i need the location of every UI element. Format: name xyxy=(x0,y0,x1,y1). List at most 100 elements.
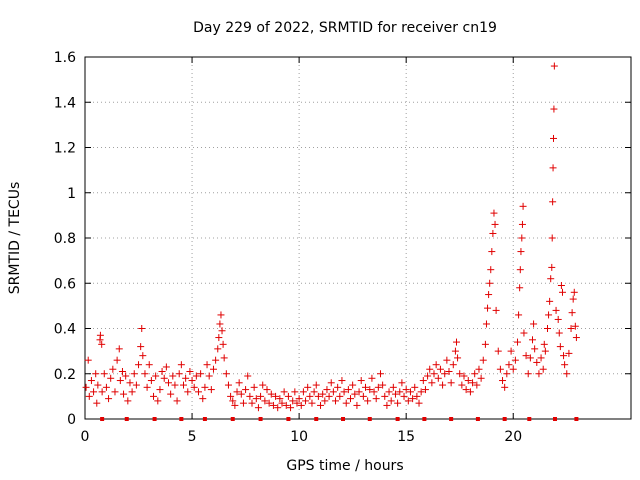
data-point xyxy=(509,365,517,373)
data-point xyxy=(389,383,397,391)
data-point xyxy=(220,354,228,362)
data-point xyxy=(535,370,543,378)
data-point xyxy=(137,343,145,351)
data-point xyxy=(441,370,449,378)
data-point xyxy=(505,361,513,369)
data-point xyxy=(192,372,200,380)
gap-marker xyxy=(314,417,319,421)
data-point xyxy=(291,388,299,396)
data-point xyxy=(323,386,331,394)
data-point xyxy=(287,404,295,412)
data-point xyxy=(479,356,487,364)
data-point xyxy=(207,386,215,394)
data-point xyxy=(217,311,225,319)
data-point xyxy=(488,248,496,256)
data-point xyxy=(82,383,90,391)
data-point xyxy=(329,388,337,396)
data-point xyxy=(272,392,280,400)
data-point xyxy=(327,379,335,387)
data-point xyxy=(325,392,333,400)
data-point xyxy=(421,386,429,394)
data-point xyxy=(424,372,432,380)
data-point xyxy=(177,361,185,369)
data-point xyxy=(100,370,108,378)
data-point xyxy=(531,345,539,353)
data-point xyxy=(419,377,427,385)
data-point xyxy=(342,399,350,407)
data-point xyxy=(353,401,361,409)
data-point xyxy=(306,392,314,400)
data-point xyxy=(190,383,198,391)
x-tick-label: 10 xyxy=(290,429,308,445)
data-point xyxy=(529,336,537,344)
data-point xyxy=(227,392,235,400)
data-point xyxy=(490,209,498,217)
data-point xyxy=(383,401,391,409)
plot-frame xyxy=(84,56,632,420)
data-point xyxy=(261,397,269,405)
data-point xyxy=(430,370,438,378)
data-point xyxy=(269,401,277,409)
data-point xyxy=(489,229,497,237)
data-point xyxy=(482,320,490,328)
data-point xyxy=(302,397,310,405)
data-point xyxy=(543,325,551,332)
data-point xyxy=(293,399,301,407)
data-point xyxy=(514,338,522,346)
data-point xyxy=(545,311,553,319)
data-point xyxy=(404,397,412,405)
data-point xyxy=(235,379,243,387)
x-tick-label: 5 xyxy=(188,429,197,445)
data-point xyxy=(385,388,393,396)
data-point xyxy=(150,392,158,400)
data-point xyxy=(516,284,524,292)
data-point xyxy=(387,397,395,405)
data-point xyxy=(548,263,556,271)
data-point xyxy=(308,399,316,407)
x-axis-label: GPS time / hours xyxy=(286,458,403,474)
data-point xyxy=(169,372,177,380)
data-point xyxy=(203,361,211,369)
data-point xyxy=(451,347,459,355)
data-point xyxy=(396,388,404,396)
data-point xyxy=(366,386,374,394)
data-point xyxy=(560,352,568,360)
data-point xyxy=(550,105,558,113)
data-point xyxy=(282,401,290,409)
data-point xyxy=(310,388,318,396)
data-point xyxy=(516,266,524,274)
data-point xyxy=(552,306,560,314)
data-point xyxy=(156,386,164,394)
data-point xyxy=(492,306,500,314)
data-point xyxy=(216,320,224,328)
data-point xyxy=(432,361,440,369)
data-point xyxy=(561,361,569,369)
data-point xyxy=(501,383,509,391)
data-point xyxy=(556,343,564,351)
data-point xyxy=(116,377,124,385)
data-point xyxy=(212,356,220,364)
data-point xyxy=(188,377,196,385)
data-point xyxy=(201,383,209,391)
data-point xyxy=(299,388,307,396)
data-point xyxy=(242,386,250,394)
data-point xyxy=(547,275,555,283)
data-point xyxy=(443,356,451,364)
data-point xyxy=(572,334,580,342)
data-point xyxy=(503,370,511,378)
data-point xyxy=(321,397,329,405)
data-point xyxy=(336,392,344,400)
data-point xyxy=(120,390,128,398)
data-point xyxy=(265,399,273,407)
data-point xyxy=(533,358,541,366)
data-point xyxy=(143,383,151,391)
data-point xyxy=(219,340,227,348)
gap-marker xyxy=(527,417,532,421)
data-point xyxy=(452,338,460,346)
y-tick-label: 1.6 xyxy=(54,50,76,66)
data-point xyxy=(522,352,530,360)
data-point xyxy=(473,381,481,389)
gap-marker xyxy=(230,417,235,421)
y-tick-label: 0.6 xyxy=(54,276,76,292)
